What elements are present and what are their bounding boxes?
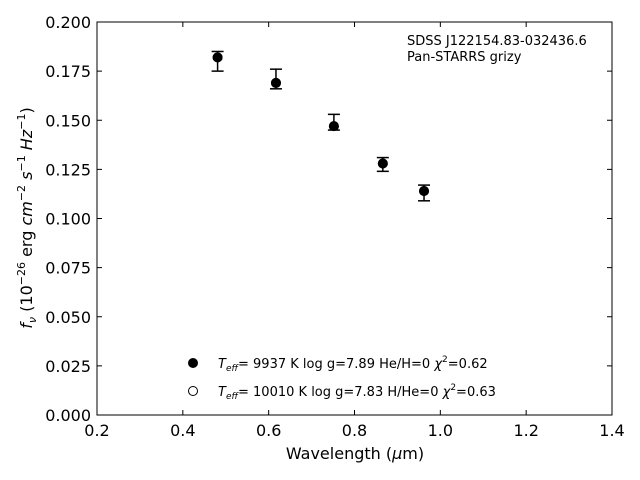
observed-point: [377, 158, 388, 169]
legend-entry-2: Teff= 10010 K log g=7.83 H/He=0 χ2=0.63: [218, 383, 496, 402]
axis-tick-labels: 0.2 0.4 0.6 0.8 1.0 1.2 1.4 0.000 0.025 0.050 0.07…: [45, 13, 625, 440]
observed-point: [212, 52, 223, 63]
x-axis-label: Wavelength (μm): [286, 444, 424, 463]
y-tick-label: 0.200: [45, 13, 91, 32]
x-tick-label: 0.6: [256, 421, 281, 440]
x-tick-label: 1.2: [513, 421, 538, 440]
axis-ticks: [96, 21, 613, 416]
x-tick-label: 0.4: [170, 421, 195, 440]
observed-point: [328, 121, 339, 132]
x-tick-label: 1.4: [599, 421, 624, 440]
observed-point: [419, 185, 430, 196]
x-tick-label: 0.8: [342, 421, 367, 440]
y-tick-label: 0.175: [45, 62, 91, 81]
y-tick-label: 0.000: [45, 406, 91, 425]
y-axis-label: fν (10−26 erg cm−2 s−1 Hz−1): [15, 107, 39, 328]
legend-marker-open: [188, 386, 198, 396]
x-tick-label: 0.2: [84, 421, 109, 440]
annotation-object-name: SDSS J122154.83-032436.6: [407, 34, 587, 49]
legend-marker-filled: [188, 358, 198, 368]
observed-point: [270, 77, 281, 88]
annotation-survey-name: Pan-STARRS grizy: [407, 50, 522, 65]
y-tick-label: 0.150: [45, 111, 91, 130]
x-tick-label: 1.0: [428, 421, 453, 440]
legend-entry-1: Teff= 9937 K log g=7.89 He/H=0 χ2=0.62: [218, 355, 488, 374]
y-tick-label: 0.075: [45, 259, 91, 278]
y-tick-label: 0.025: [45, 357, 91, 376]
data-series: [211, 50, 431, 202]
y-tick-label: 0.100: [45, 210, 91, 229]
legend: Teff= 9937 K log g=7.89 He/H=0 χ2=0.62 T…: [188, 355, 496, 402]
y-tick-label: 0.125: [45, 160, 91, 179]
y-tick-label: 0.050: [45, 308, 91, 327]
